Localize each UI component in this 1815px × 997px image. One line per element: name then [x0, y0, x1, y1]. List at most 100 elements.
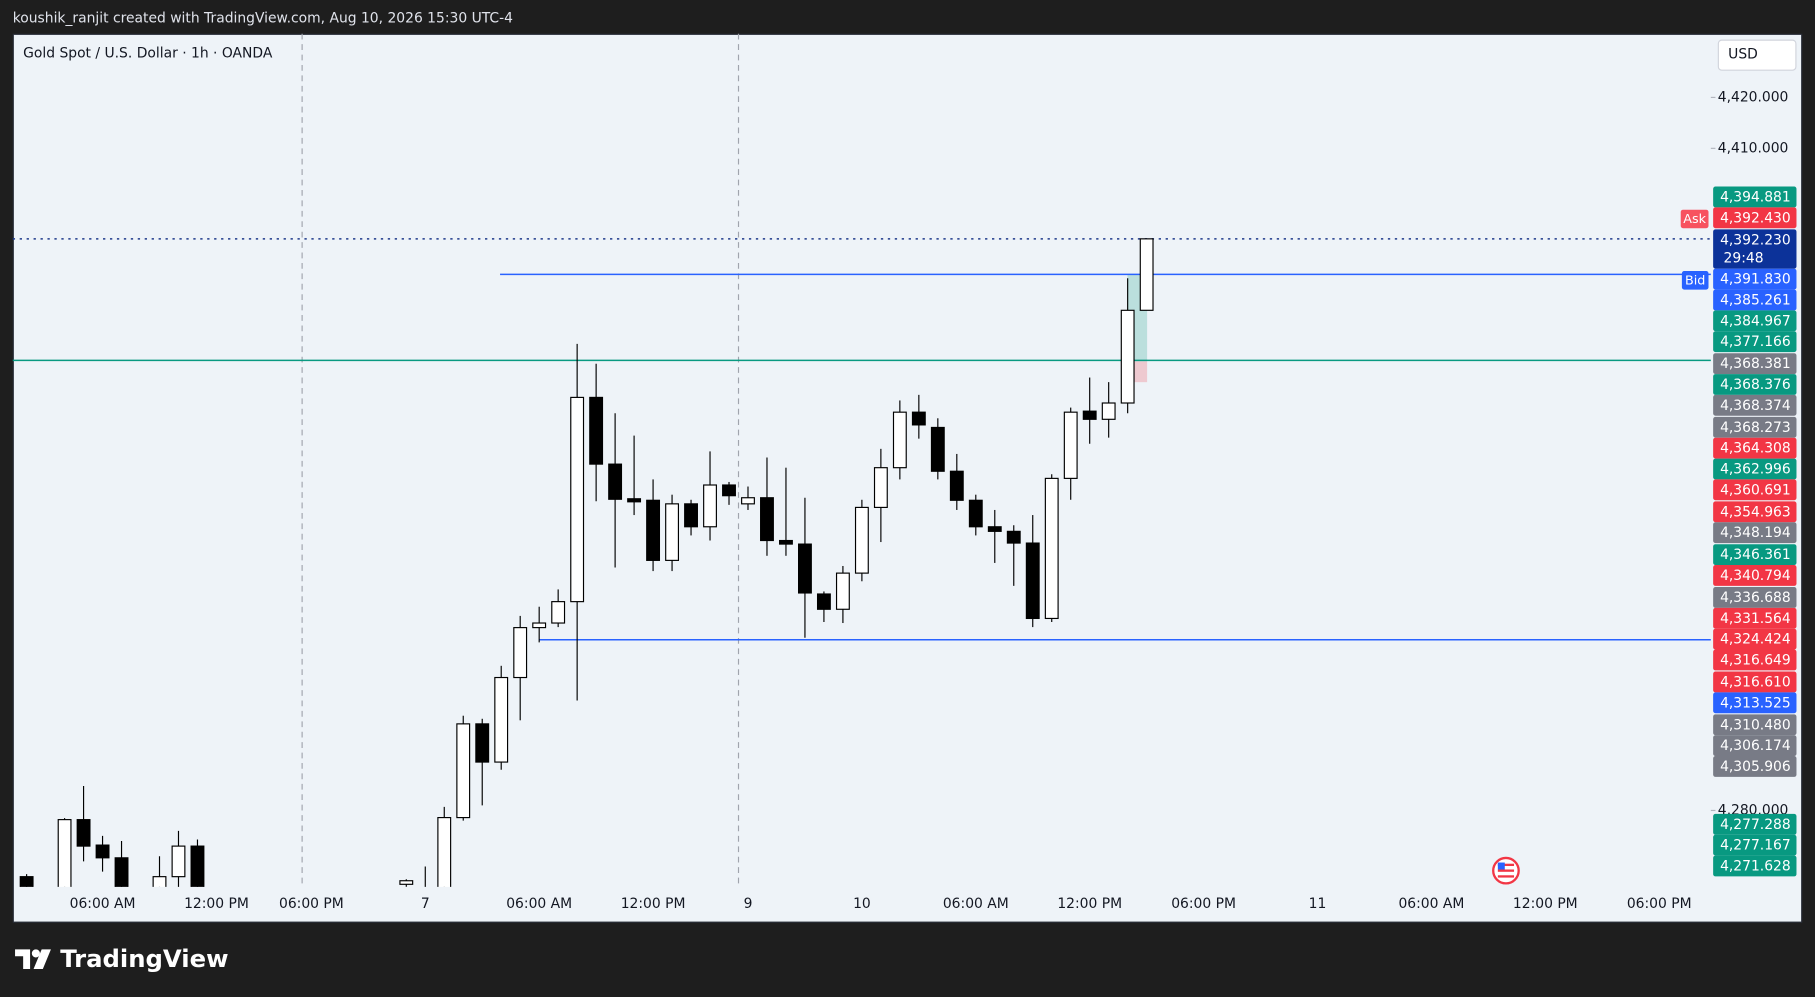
- x-tick-label: 06:00 AM: [70, 896, 136, 912]
- candle-body: [1101, 402, 1116, 420]
- candle-body: [684, 503, 698, 528]
- price-label: 4,368.376: [1720, 377, 1791, 393]
- price-label: 4,331.564: [1720, 611, 1791, 627]
- price-label: 4,391.830: [1720, 272, 1791, 288]
- flag-canton: [1497, 862, 1505, 870]
- price-label: 4,316.610: [1720, 675, 1791, 691]
- event-flag[interactable]: [1492, 856, 1520, 885]
- price-label: 4,310.480: [1720, 717, 1791, 733]
- candle-body: [911, 411, 926, 426]
- candle-body: [57, 819, 72, 887]
- price-label-box: [1713, 565, 1797, 586]
- price-label: 4,377.166: [1720, 334, 1791, 350]
- price-label-box: [1713, 522, 1797, 544]
- bid-tag: [1681, 271, 1709, 290]
- price-label-box: [1713, 186, 1797, 208]
- currency-button[interactable]: [1717, 39, 1797, 71]
- candle-body: [968, 499, 983, 528]
- candle-body: [475, 723, 490, 763]
- logo-mark: [15, 949, 31, 970]
- price-label: 4,271.628: [1720, 859, 1791, 875]
- flag-stripe: [1497, 875, 1515, 878]
- x-tick-label: 06:00 AM: [1398, 896, 1464, 912]
- candle-body: [95, 844, 110, 859]
- candle-body: [1025, 542, 1040, 620]
- price-label-box: [1713, 628, 1797, 650]
- price-label: 4,368.273: [1720, 420, 1791, 436]
- price-label-box: [1713, 207, 1797, 229]
- candle-body: [437, 817, 452, 887]
- candle-body: [665, 503, 680, 561]
- y-tick-label: 4,410.000: [1718, 140, 1789, 156]
- price-label-box: [1713, 229, 1797, 269]
- attribution: koushik_ranjit created with TradingView.…: [13, 11, 513, 27]
- price-label-box: [1713, 394, 1797, 416]
- candle-body: [589, 396, 604, 465]
- price-label: 4,368.374: [1720, 398, 1791, 414]
- candle-body: [835, 572, 850, 610]
- price-label-box: [1713, 587, 1797, 608]
- candle-body: [608, 463, 623, 500]
- candle-body: [854, 506, 869, 574]
- price-label-box: [1713, 714, 1797, 736]
- levels: [12, 238, 1711, 641]
- price-label: 4,392.230: [1720, 232, 1791, 248]
- flag-stripe: [1497, 869, 1515, 872]
- chart-area: [12, 33, 1803, 923]
- candle-body: [760, 497, 774, 542]
- price-label-box: [1713, 834, 1797, 856]
- candle-body: [703, 484, 717, 528]
- price-label-box: [1713, 671, 1797, 693]
- x-tick-label: 06:00 PM: [1171, 896, 1236, 912]
- price-label: 4,364.308: [1720, 441, 1791, 457]
- price-label-box: [1713, 692, 1797, 714]
- price-label: 4,313.525: [1720, 695, 1791, 711]
- price-label-box: [1713, 501, 1797, 523]
- price-label-box: [1713, 855, 1797, 877]
- candle-body: [399, 880, 414, 885]
- price-labels: 4,394.881 4,392.430 4,392.230 29:48 4,391.83…: [1713, 186, 1797, 877]
- price-label: 4,384.967: [1720, 313, 1791, 329]
- candle-body: [741, 497, 755, 505]
- price-label: 4,324.424: [1720, 632, 1791, 648]
- price-label: 4,340.794: [1720, 568, 1791, 584]
- x-tick-label: 10: [853, 896, 871, 912]
- currency[interactable]: USD: [1728, 47, 1758, 63]
- candle-body: [627, 498, 642, 503]
- x-tick-label: 12:00 PM: [621, 896, 686, 912]
- candle-body: [949, 470, 964, 501]
- candle-body: [1063, 411, 1078, 479]
- price-label: 4,362.996: [1720, 462, 1791, 478]
- price-label: 4,277.288: [1720, 817, 1791, 833]
- price-label-box: [1713, 458, 1797, 480]
- price-label-box: [1713, 416, 1797, 438]
- price-label-box: [1713, 310, 1797, 332]
- candle-body: [816, 593, 831, 610]
- candle-body: [76, 819, 91, 847]
- price-label-box: [1713, 756, 1797, 777]
- candle-body: [551, 601, 566, 624]
- price-label: 4,360.691: [1720, 482, 1791, 498]
- ask-tag: [1680, 209, 1709, 229]
- price-label-box: [1713, 374, 1797, 395]
- x-tick-label: 11: [1309, 896, 1327, 912]
- price-label-box: [1713, 607, 1797, 629]
- candle-body: [646, 499, 661, 561]
- price-label: 4,306.174: [1720, 738, 1791, 754]
- x-tick-label: 06:00 PM: [1627, 896, 1692, 912]
- price-label-box: [1713, 649, 1797, 671]
- candle-body: [1120, 309, 1135, 404]
- candle-body: [171, 845, 186, 878]
- candle-body: [722, 484, 736, 497]
- ask-label: Ask: [1683, 212, 1706, 227]
- candle-body: [779, 539, 793, 545]
- logo-text: TradingView: [60, 944, 228, 973]
- logo: TradingView: [15, 944, 229, 973]
- price-label: 4,316.649: [1720, 653, 1791, 669]
- x-tick-label: 06:00 AM: [506, 896, 572, 912]
- x-tick-label: 12:00 PM: [1057, 896, 1122, 912]
- price-label-box: [1713, 479, 1797, 501]
- price-label: 4,277.167: [1720, 838, 1791, 854]
